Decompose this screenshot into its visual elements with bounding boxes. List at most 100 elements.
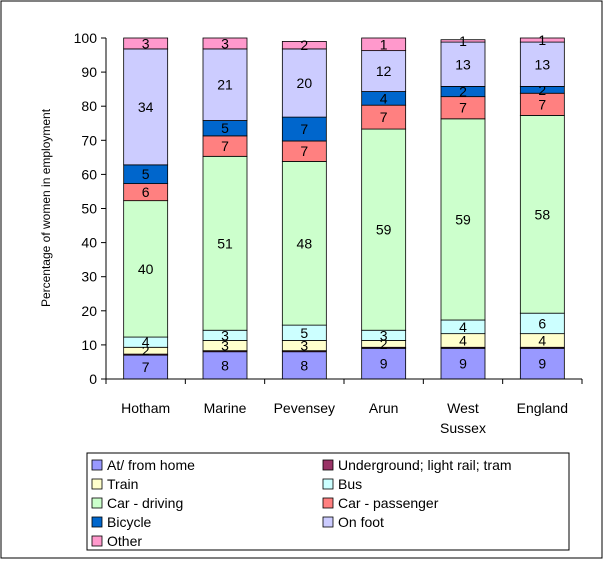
data-label: 4 — [538, 332, 546, 348]
y-tick-label: 20 — [81, 303, 97, 319]
data-label: 4 — [380, 90, 388, 106]
bar-segment — [281, 351, 327, 380]
data-label: 7 — [300, 121, 308, 137]
data-label: 5 — [142, 166, 150, 182]
y-tick-label: 30 — [81, 269, 97, 285]
bar-segment — [281, 41, 327, 50]
legend-entry: On foot — [338, 514, 384, 530]
y-tick-label: 90 — [81, 64, 97, 80]
bar-segment — [361, 37, 407, 52]
y-tick-label: 10 — [81, 337, 97, 353]
data-label: 6 — [142, 184, 150, 200]
data-label: 1 — [380, 36, 388, 52]
bar-segment — [123, 48, 169, 166]
data-label: 13 — [535, 56, 551, 72]
legend-entry: Train — [107, 476, 138, 492]
legend-swatch — [91, 535, 103, 547]
bar-segment — [361, 347, 407, 380]
data-label: 2 — [300, 37, 308, 53]
data-label: 40 — [138, 261, 154, 277]
data-label: 3 — [142, 35, 150, 51]
y-tick-label: 70 — [81, 132, 97, 148]
data-label: 34 — [138, 99, 154, 115]
legend-entry: Underground; light rail; tram — [338, 457, 512, 473]
bars-group: 7244065343833517521383548772029235974121… — [123, 32, 565, 380]
data-label: 9 — [380, 356, 388, 372]
legend-swatch — [322, 516, 334, 528]
data-label: 12 — [376, 63, 392, 79]
x-tick-label: Hotham — [121, 400, 170, 416]
bar-segment — [202, 48, 248, 121]
bar-segment — [519, 347, 565, 380]
data-label: 59 — [455, 211, 471, 227]
data-label: 58 — [535, 206, 551, 222]
bar-segment — [123, 200, 169, 338]
bar-segment — [440, 39, 486, 43]
y-tick-label: 80 — [81, 98, 97, 114]
legend-entry: Car - driving — [107, 495, 183, 511]
bar-segment — [440, 41, 486, 87]
data-label: 5 — [300, 325, 308, 341]
x-tick-label: West — [447, 400, 479, 416]
legend-entry: Other — [107, 533, 142, 549]
legend-swatch — [322, 497, 334, 509]
data-label: 7 — [221, 138, 229, 154]
data-label: 8 — [221, 357, 229, 373]
data-label: 20 — [297, 75, 313, 91]
data-label: 48 — [297, 235, 313, 251]
y-tick-label: 50 — [81, 201, 97, 217]
data-label: 3 — [221, 338, 229, 354]
data-label: 4 — [142, 334, 150, 350]
data-label: 4 — [459, 332, 467, 348]
data-label: 3 — [380, 327, 388, 343]
legend-swatch — [91, 478, 103, 490]
y-tick-label: 0 — [89, 371, 97, 387]
legend-entry: Bus — [338, 476, 362, 492]
legend-entry: Bicycle — [107, 514, 152, 530]
legend-swatch — [91, 497, 103, 509]
x-tick-label: Marine — [204, 400, 247, 416]
bar-segment — [123, 37, 169, 50]
legend-swatch — [91, 516, 103, 528]
data-label: 7 — [538, 96, 546, 112]
x-tick-label: Pevensey — [274, 400, 335, 416]
data-label: 59 — [376, 222, 392, 238]
bar-segment — [361, 128, 407, 331]
data-label: 5 — [221, 120, 229, 136]
data-label: 9 — [538, 356, 546, 372]
data-label: 1 — [459, 33, 467, 49]
data-label: 3 — [300, 338, 308, 354]
data-label: 1 — [538, 32, 546, 48]
data-label: 8 — [300, 357, 308, 373]
data-label: 2 — [459, 84, 467, 100]
bar-segment — [281, 161, 327, 326]
data-label: 3 — [221, 327, 229, 343]
legend-entry: Car - passenger — [338, 495, 439, 511]
data-label: 2 — [380, 336, 388, 352]
legend: At/ from home Underground; light rail; tr… — [86, 452, 570, 551]
data-label: 6 — [538, 315, 546, 331]
data-label: 9 — [459, 356, 467, 372]
x-tick-label: Sussex — [440, 420, 486, 436]
bar-segment — [519, 115, 565, 314]
axes-group: Hotham Marine Pevensey Arun West Sussex Englan… — [74, 30, 583, 436]
bar-segment — [202, 37, 248, 50]
data-label: 7 — [142, 359, 150, 375]
legend-swatch — [322, 478, 334, 490]
data-label: 21 — [217, 77, 233, 93]
y-tick-label: 100 — [74, 30, 98, 46]
x-tick-label: England — [517, 400, 568, 416]
data-label: 3 — [221, 35, 229, 51]
bar-segment — [440, 118, 486, 321]
y-tick-label: 60 — [81, 166, 97, 182]
y-axis-title: Percentage of women in employment — [39, 108, 53, 307]
legend-swatch — [91, 459, 103, 471]
data-label: 2 — [142, 343, 150, 359]
bar-segment — [202, 155, 248, 331]
x-tick-label: Arun — [369, 400, 399, 416]
data-label: 51 — [217, 235, 233, 251]
data-label: 7 — [300, 143, 308, 159]
bar-segment — [361, 50, 407, 92]
